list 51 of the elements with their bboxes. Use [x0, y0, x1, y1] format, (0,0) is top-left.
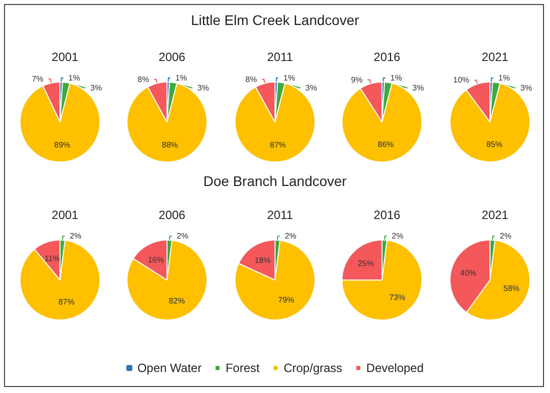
chart-title: 2011 [267, 50, 294, 64]
data-label: 79% [278, 296, 294, 305]
data-label: 2% [284, 232, 296, 241]
data-label: 1% [498, 74, 510, 83]
data-label: 89% [54, 140, 70, 150]
chart-title: 2001 [52, 50, 79, 64]
data-label: 3% [197, 84, 209, 93]
data-label: 10% [453, 76, 470, 85]
data-label: 1% [68, 74, 80, 83]
chart-title: 2006 [158, 50, 186, 64]
chart-title: 2021 [482, 50, 509, 64]
legend-label: Developed [366, 361, 424, 375]
data-label: 7% [32, 74, 44, 84]
data-label: 8% [245, 74, 257, 84]
text: Doe Branch Landcover [202, 173, 348, 189]
data-label: 18% [254, 256, 271, 266]
data-label: 88% [162, 140, 178, 150]
data-label: 87% [270, 140, 286, 150]
data-label: 9% [351, 75, 363, 84]
data-label: 82% [168, 296, 185, 306]
data-label: 16% [148, 255, 164, 264]
legend-label: Forest [226, 361, 260, 375]
data-label: 85% [486, 140, 502, 150]
data-label: 25% [358, 259, 374, 268]
text: Little Elm Creek Landcover [190, 12, 360, 28]
chart-title: 2016 [374, 50, 401, 64]
data-label: 8% [137, 74, 150, 84]
data-label: 3% [305, 84, 317, 93]
chart-title: 2006 [158, 208, 186, 222]
data-label: 11% [44, 254, 60, 263]
data-label: 3% [90, 84, 102, 93]
data-label: 2% [392, 232, 404, 241]
data-label: 2% [70, 232, 82, 241]
data-label: 58% [503, 284, 520, 293]
chart-title: 2016 [374, 208, 401, 222]
data-label: 73% [389, 292, 406, 302]
chart-title: 2021 [482, 208, 509, 222]
data-label: 1% [283, 74, 295, 83]
chart-title: 2011 [267, 208, 294, 222]
data-label: 2% [176, 232, 188, 241]
data-label: 1% [175, 74, 187, 83]
data-label: 40% [460, 268, 476, 278]
chart-title: 2001 [52, 208, 79, 222]
data-label: 1% [390, 74, 402, 83]
legend-label: Open Water [137, 361, 202, 375]
data-label: 2% [500, 232, 512, 241]
data-label: 87% [58, 298, 74, 307]
legend-label: Crop/grass [284, 361, 342, 375]
data-label: 3% [412, 84, 424, 93]
data-label: 3% [520, 84, 532, 93]
data-label: 86% [378, 140, 394, 150]
